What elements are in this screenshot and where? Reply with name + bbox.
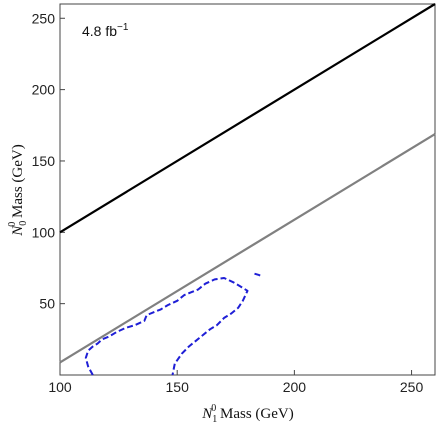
plot-frame xyxy=(59,3,436,376)
x-tick-label: 250 xyxy=(400,379,424,395)
x-tick-label: 200 xyxy=(283,379,307,395)
x-axis-ticks: 100 150 200 250 xyxy=(48,370,423,395)
y-tick-label: 50 xyxy=(39,296,55,312)
x-axis-label: N10 Mass (GeV) xyxy=(201,403,294,425)
y-axis-label: N00 Mass (GeV) xyxy=(7,144,29,237)
y-tick-label: 150 xyxy=(32,153,56,169)
x-tick-label: 100 xyxy=(48,379,72,395)
series-layer xyxy=(59,3,436,376)
exclusion-contour-line xyxy=(84,277,249,376)
boundary-line xyxy=(59,3,436,234)
annotation-label: 4.8 fb−1 xyxy=(82,22,129,39)
x-tick-label: 150 xyxy=(166,379,190,395)
exclusion-contour-line xyxy=(254,272,263,278)
y-tick-label: 200 xyxy=(32,82,56,98)
y-axis-ticks: 50 100 150 200 250 xyxy=(32,10,65,312)
y-tick-label: 100 xyxy=(32,224,56,240)
boundary-line xyxy=(59,133,436,364)
y-tick-label: 250 xyxy=(32,10,56,26)
